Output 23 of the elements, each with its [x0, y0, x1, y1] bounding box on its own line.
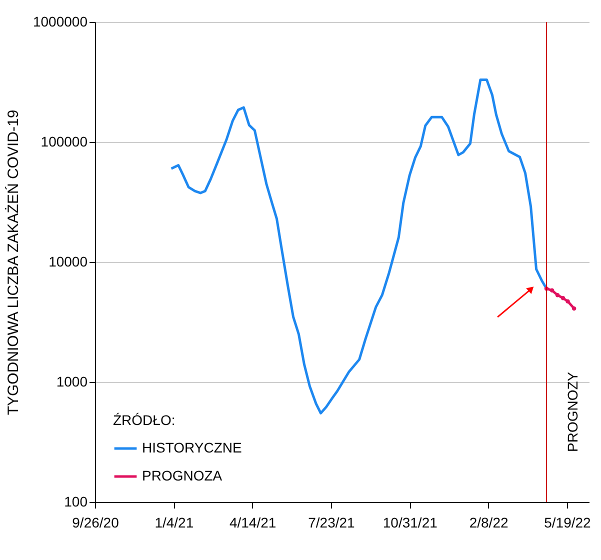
point — [555, 292, 560, 298]
ref-line-label: PROGNOZY — [564, 371, 581, 452]
x-tick-label: 2/8/22 — [469, 514, 508, 530]
x-tick-label: 1/4/21 — [154, 514, 194, 530]
point — [560, 296, 566, 300]
y-axis-title: TYGODNIOWA LICZBA ZAKAŻEŃ COVID-19 — [4, 110, 22, 416]
x-tick-label: 7/23/21 — [308, 514, 356, 530]
x-tick-label: 4/14/21 — [229, 514, 276, 530]
y-tick-label: 1000 — [56, 374, 88, 390]
x-tick-label: 10/31/21 — [382, 514, 438, 530]
legend-title: ŹRÓDŁO: — [113, 412, 176, 428]
point — [566, 299, 570, 304]
x-tick-label: 5/19/22 — [544, 514, 592, 530]
y-tick-label: 100000 — [40, 134, 88, 150]
line-series — [170, 78, 548, 414]
y-tick-label: 10000 — [48, 254, 88, 270]
point — [572, 306, 576, 311]
y-tick-label: 1000000 — [32, 14, 88, 30]
legend-label: PROGNOZA — [142, 468, 223, 484]
legend-label: HISTORYCZNE — [142, 440, 242, 456]
x-tick-label: 9/26/20 — [72, 514, 120, 530]
point — [550, 288, 554, 293]
y-tick-label: 100 — [64, 494, 88, 510]
